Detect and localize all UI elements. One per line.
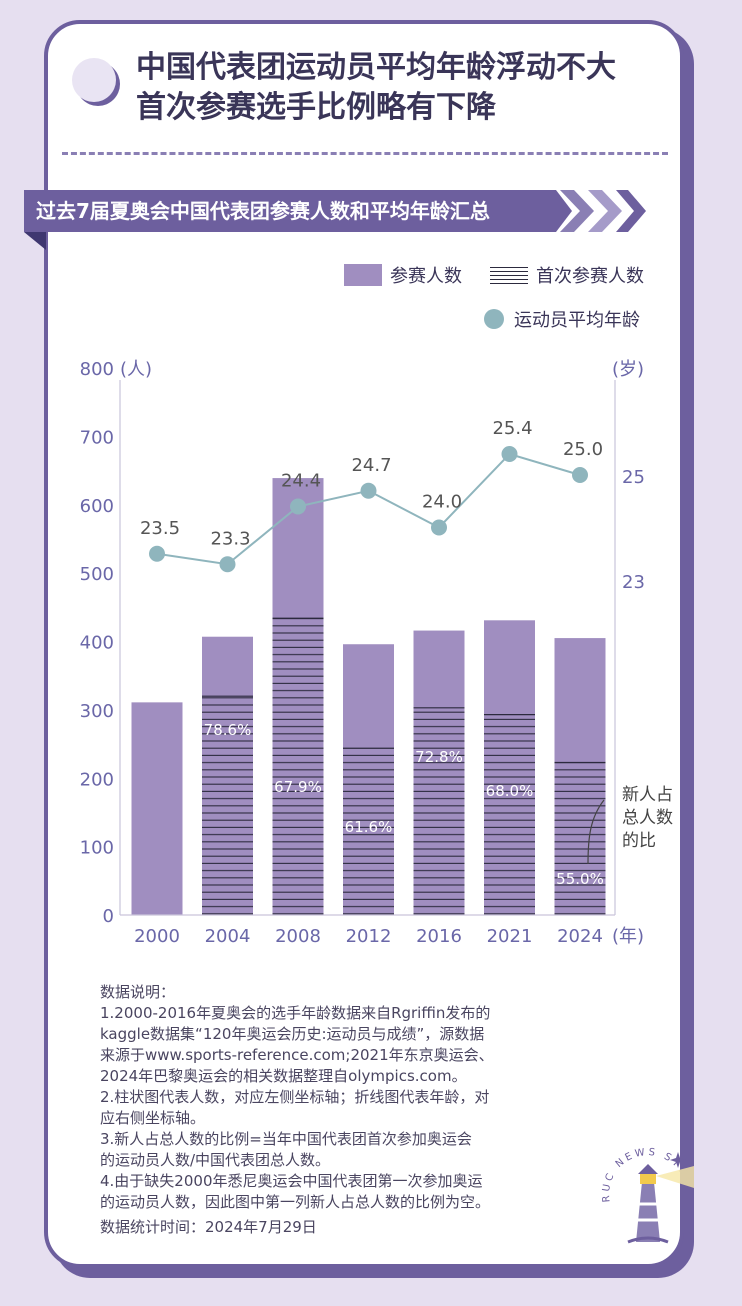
x-tick-2016: 2016: [416, 926, 462, 947]
annotation-line-3: 的比: [622, 831, 656, 851]
annotation-leader-line: [587, 799, 605, 865]
ratio-label-2024: 55.0%: [556, 870, 604, 888]
legend-bar: 参赛人数: [344, 262, 462, 288]
age-point-2000: [149, 545, 165, 562]
title-line-2: 首次参赛选手比例略有下降: [136, 90, 496, 125]
annotation-line-2: 总人数: [622, 808, 673, 828]
note-line: 2.柱状图代表人数，对应左侧坐标轴；折线图代表年龄，对: [100, 1088, 490, 1106]
bar-first-2004: [202, 696, 253, 915]
chart-svg: 78.6% 67.9% 61.6% 72.8% 68.0% 55.0% 23.5 23.3 24…: [80, 359, 673, 947]
age-label-2008: 24.4: [281, 471, 321, 492]
age-point-2021: [501, 446, 518, 462]
note-line: 2024年巴黎奥运会的相关数据整理自olympics.com。: [100, 1067, 467, 1085]
note-line: 应右侧坐标轴。: [100, 1109, 206, 1127]
x-tick-2004: 2004: [205, 926, 251, 947]
age-label-2012: 24.7: [351, 455, 391, 476]
title-dot-icon: [72, 58, 116, 102]
y-right-tick-23: 23: [622, 572, 645, 593]
y-right-unit: (岁): [612, 359, 644, 380]
y-left-tick-400: 400: [80, 633, 114, 654]
note-line: 3.新人占总人数的比例=当年中国代表团首次参加奥运会: [100, 1130, 472, 1148]
age-label-2021: 25.4: [492, 418, 532, 439]
bar-total-2000: [131, 702, 183, 915]
legend-hatch: 首次参赛人数: [490, 262, 644, 288]
legend-line-swatch: [484, 309, 504, 329]
data-notes: 数据说明： 1.2000-2016年夏奥会的选手年龄数据来自Rgriffin发布…: [100, 982, 560, 1238]
y-left-tick-200: 200: [80, 769, 114, 790]
bar-first-2012: [343, 748, 394, 915]
y-right-tick-25: 25: [622, 467, 645, 488]
age-label-2004: 23.3: [210, 528, 250, 549]
bar-first-2008: [272, 618, 324, 915]
annotation-line-1: 新人占: [622, 785, 673, 805]
chevron-arrows-icon: [560, 190, 646, 232]
legend-bar-label: 参赛人数: [390, 266, 462, 287]
x-tick-2000: 2000: [134, 926, 180, 947]
note-line: kaggle数据集“120年奥运会历史:运动员与成绩”，源数据: [100, 1025, 485, 1043]
bar-first-2021: [484, 714, 535, 915]
dashed-divider: [62, 152, 668, 155]
legend-line: 运动员平均年龄: [484, 306, 640, 332]
page-title: 中国代表团运动员平均年龄浮动不大 首次参赛选手比例略有下降: [136, 48, 684, 128]
y-left-tick-600: 600: [80, 496, 114, 517]
y-left-unit: (人): [120, 359, 152, 380]
age-point-2012: [360, 482, 377, 499]
note-line: 来源于www.sports-reference.com;2021年东京奥运会、: [100, 1046, 494, 1064]
section-banner: 过去7届夏奥会中国代表团参赛人数和平均年龄汇总: [24, 190, 572, 232]
y-left-tick-700: 700: [80, 427, 114, 448]
age-label-2024: 25.0: [563, 439, 603, 460]
ratio-label-2021: 68.0%: [486, 782, 534, 800]
ratio-label-2016: 72.8%: [415, 748, 463, 766]
y-left-tick-300: 300: [80, 701, 114, 722]
legend-hatch-label: 首次参赛人数: [536, 266, 644, 287]
x-tick-2012: 2012: [346, 926, 392, 947]
lighthouse-logo-icon: RUC NEWS STUDIO: [598, 1144, 694, 1244]
ratio-label-2012: 61.6%: [345, 818, 393, 836]
ratio-label-2004: 78.6%: [204, 721, 252, 739]
bar-first-2024: [554, 762, 606, 915]
age-label-2000: 23.5: [140, 518, 180, 539]
bar-first-2016: [413, 707, 465, 915]
y-left-tick-0: 0: [103, 906, 114, 927]
y-left-tick-800: 800: [80, 359, 114, 380]
legend-line-label: 运动员平均年龄: [514, 310, 640, 331]
age-point-2004: [219, 556, 236, 573]
note-line: 的运动员人数，因此图中第一列新人占总人数的比例为空。: [100, 1193, 491, 1211]
age-point-2016: [431, 519, 447, 536]
y-left-tick-500: 500: [80, 564, 114, 585]
note-line: 1.2000-2016年夏奥会的选手年龄数据来自Rgriffin发布的: [100, 1004, 491, 1022]
age-label-2016: 24.0: [422, 492, 462, 513]
x-axis-unit: (年): [612, 926, 644, 947]
legend-bar-swatch: [344, 264, 382, 286]
age-point-2008: [290, 498, 306, 515]
note-line: 的运动员人数/中国代表团总人数。: [100, 1151, 331, 1169]
ratio-label-2008: 67.9%: [274, 778, 322, 796]
title-line-1: 中国代表团运动员平均年龄浮动不大: [136, 50, 616, 85]
note-line: 4.由于缺失2000年悉尼奥运会中国代表团第一次参加奥运: [100, 1172, 483, 1190]
y-left-tick-100: 100: [80, 838, 114, 859]
note-line: 数据统计时间：2024年7月29日: [100, 1218, 317, 1236]
note-line: 数据说明：: [100, 983, 176, 1001]
x-tick-2024: 2024: [557, 926, 603, 947]
banner-fold: [24, 232, 46, 250]
x-tick-2008: 2008: [275, 926, 321, 947]
age-point-2024: [572, 467, 588, 483]
x-tick-2021: 2021: [487, 926, 533, 947]
legend-hatch-swatch: [490, 264, 528, 286]
